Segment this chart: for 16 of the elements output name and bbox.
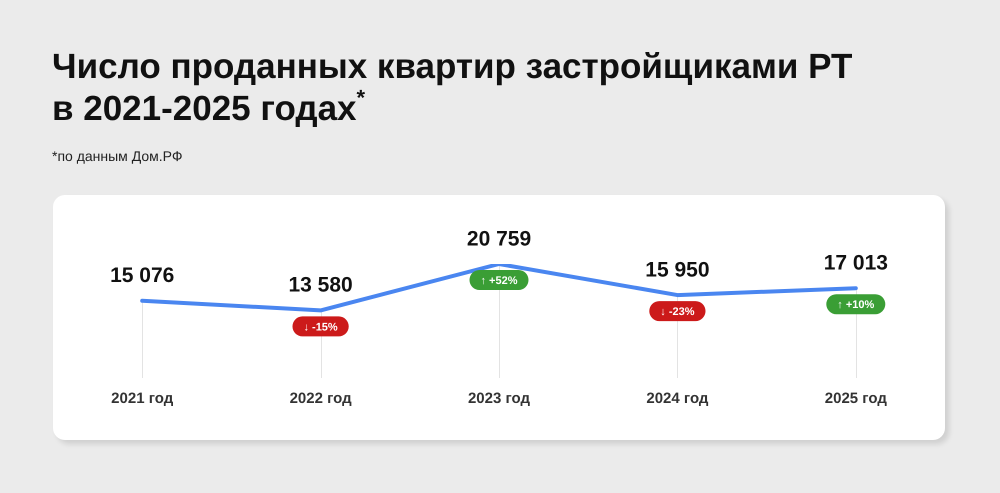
data-label: 15 950 xyxy=(645,258,710,282)
chart-title: Число проданных квартир застройщиками РТ в 2021-2025 годах$^{*}$ xyxy=(52,46,854,130)
data-label: 15 076 xyxy=(110,264,174,288)
annotation: ↑ +10% xyxy=(837,299,875,312)
x-tick-label: 2025 год xyxy=(824,390,888,408)
text: *по данным Дом.РФ xyxy=(52,148,182,164)
data-label: 17 013 xyxy=(824,252,888,275)
annotation: ↓ -23% xyxy=(660,306,695,318)
annotation: ↓ -15% xyxy=(303,321,338,334)
annotation: ↑ +52% xyxy=(480,275,518,288)
x-tick-label: 2024 год xyxy=(646,390,709,408)
x-tick-label: 2021 год xyxy=(111,390,174,408)
x-tick-label: 2023 год xyxy=(468,390,531,408)
x-tick-label: 2022 год xyxy=(290,390,352,408)
data-label: 20 759 xyxy=(466,227,532,250)
data-label: 13 580 xyxy=(288,274,353,297)
